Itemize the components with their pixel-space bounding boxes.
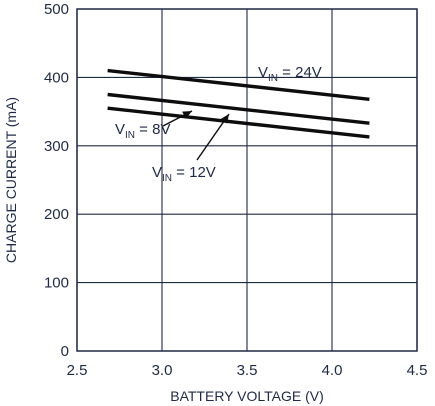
series-line-vin-12v: [107, 106, 370, 139]
series-lines: [107, 68, 370, 139]
series-label-subscript: IN: [162, 173, 172, 184]
y-tick-label: 500: [44, 1, 69, 18]
x-axis-label: BATTERY VOLTAGE (V): [170, 388, 324, 404]
series-label-vin-24v: VIN = 24V: [258, 64, 322, 84]
y-axis-label: CHARGE CURRENT (mA): [3, 97, 19, 263]
series-label-suffix: = 8V: [135, 121, 170, 138]
plot-frame: [76, 8, 418, 352]
x-tick-label: 3.0: [152, 362, 173, 379]
x-tick-label: 2.5: [67, 362, 88, 379]
x-tick-labels: 2.5 3.0 3.5 4.0 4.5: [67, 362, 428, 379]
pointer-arrow-vin-12v: [196, 113, 230, 161]
series-label-vin-12v: VIN = 12V: [152, 164, 216, 184]
y-tick-label: 400: [44, 69, 69, 86]
y-tick-label: 300: [44, 138, 69, 155]
y-tick-label: 0: [61, 343, 69, 360]
series-label-main: V: [152, 164, 162, 181]
pointer-arrow-vin-12v-head: [220, 114, 229, 124]
series-label-vin-8v: VIN = 8V: [115, 121, 170, 141]
grid: [76, 8, 418, 352]
series-label-subscript: IN: [125, 130, 135, 141]
y-tick-labels: 0 100 200 300 400 500: [44, 1, 69, 360]
x-tick-label: 4.5: [407, 362, 428, 379]
series-label-main: V: [258, 64, 268, 81]
series-label-suffix: = 12V: [172, 164, 216, 181]
series-label-suffix: = 24V: [278, 64, 322, 81]
x-tick-label: 4.0: [322, 362, 343, 379]
y-tick-label: 100: [44, 275, 69, 292]
series-line-vin-8v: [107, 92, 370, 125]
x-tick-label: 3.5: [237, 362, 258, 379]
series-line-vin-24v: [107, 68, 370, 101]
series-label-subscript: IN: [268, 73, 278, 84]
series-label-main: V: [115, 121, 125, 138]
y-tick-label: 200: [44, 206, 69, 223]
pointer-arrow-vin-8v-head: [182, 111, 192, 119]
